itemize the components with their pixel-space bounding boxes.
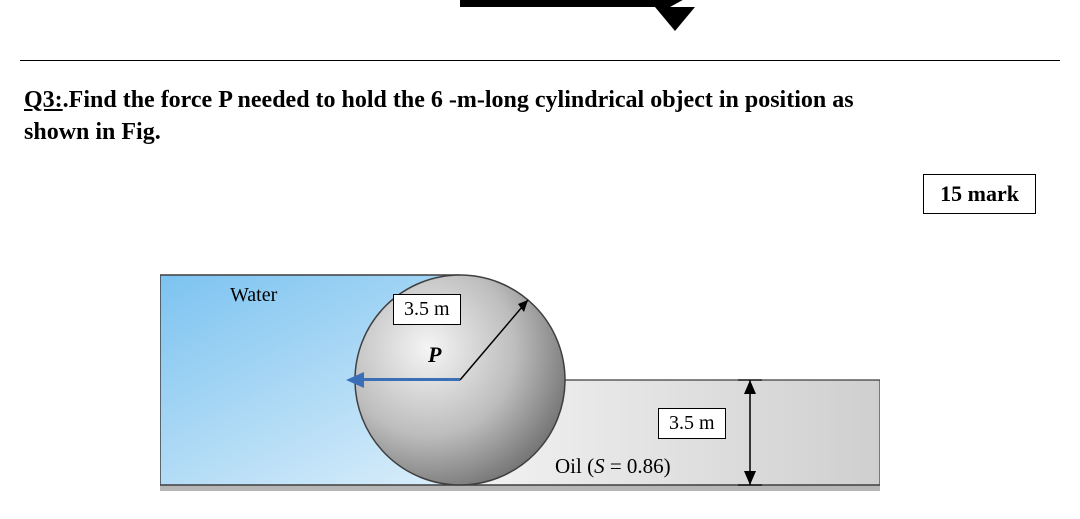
oil-label: Oil (S = 0.86) (555, 454, 671, 479)
water-label: Water (230, 284, 277, 307)
question-label: Q3: (24, 87, 63, 113)
force-arrow-head (346, 372, 364, 388)
floor (160, 485, 880, 491)
figure: Water 3.5 m P Oil (S = 0.86) 3.5 m (160, 250, 880, 510)
question-line-1: .Find the force P needed to hold the 6 -… (63, 87, 854, 113)
oil-depth-label: 3.5 m (658, 408, 726, 439)
question-text: Q3:.Find the force P needed to hold the … (24, 84, 1056, 149)
divider (20, 60, 1060, 61)
force-p-label: P (428, 342, 441, 368)
top-artifact (460, 0, 710, 35)
question-line-2: shown in Fig. (24, 119, 161, 145)
force-arrow-shaft (362, 378, 460, 381)
radius-label-box: 3.5 m (393, 294, 461, 325)
marks-box: 15 mark (923, 174, 1036, 214)
marks-text: 15 mark (940, 181, 1019, 206)
